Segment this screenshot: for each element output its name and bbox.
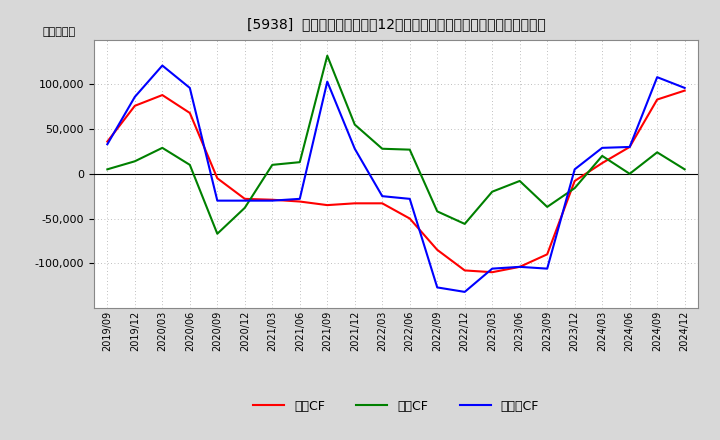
投資CF [653, 150, 662, 155]
投資CF [323, 53, 332, 59]
フリーCF [405, 196, 414, 202]
投資CF [570, 186, 579, 191]
営業CF [351, 201, 359, 206]
フリーCF [351, 146, 359, 151]
投資CF [103, 167, 112, 172]
投資CF [158, 145, 166, 150]
フリーCF [598, 145, 606, 150]
投資CF [240, 205, 249, 210]
投資CF [405, 147, 414, 152]
フリーCF [240, 198, 249, 203]
投資CF [213, 231, 222, 236]
投資CF [543, 204, 552, 209]
フリーCF [103, 142, 112, 147]
フリーCF [653, 74, 662, 80]
営業CF [626, 144, 634, 150]
営業CF [543, 252, 552, 257]
フリーCF [323, 79, 332, 84]
営業CF [570, 178, 579, 183]
営業CF [598, 161, 606, 166]
投資CF [433, 209, 441, 214]
営業CF [323, 202, 332, 208]
営業CF [488, 270, 497, 275]
投資CF [460, 221, 469, 227]
フリーCF [460, 289, 469, 294]
フリーCF [543, 266, 552, 271]
Legend: 営業CF, 投資CF, フリーCF: 営業CF, 投資CF, フリーCF [248, 395, 544, 418]
フリーCF [488, 266, 497, 271]
フリーCF [186, 85, 194, 91]
営業CF [240, 196, 249, 202]
フリーCF [378, 194, 387, 199]
フリーCF [626, 144, 634, 150]
投資CF [626, 171, 634, 176]
Line: 営業CF: 営業CF [107, 91, 685, 272]
投資CF [351, 122, 359, 127]
営業CF [186, 110, 194, 116]
営業CF [268, 197, 276, 202]
フリーCF [516, 264, 524, 269]
Line: フリーCF: フリーCF [107, 66, 685, 292]
営業CF [516, 264, 524, 269]
Text: （百万円）: （百万円） [42, 27, 76, 37]
営業CF [158, 92, 166, 98]
フリーCF [213, 198, 222, 203]
営業CF [405, 216, 414, 221]
投資CF [186, 162, 194, 168]
投資CF [295, 160, 304, 165]
投資CF [130, 159, 139, 164]
Title: [5938]  キャッシュフローの12か月移動合計の対前年同期増減額の推移: [5938] キャッシュフローの12か月移動合計の対前年同期増減額の推移 [247, 18, 545, 32]
営業CF [295, 199, 304, 204]
営業CF [130, 103, 139, 108]
フリーCF [158, 63, 166, 68]
営業CF [103, 139, 112, 144]
フリーCF [680, 85, 689, 91]
フリーCF [570, 167, 579, 172]
投資CF [598, 153, 606, 158]
営業CF [213, 176, 222, 181]
投資CF [516, 178, 524, 183]
営業CF [378, 201, 387, 206]
投資CF [378, 146, 387, 151]
営業CF [460, 268, 469, 273]
営業CF [680, 88, 689, 93]
フリーCF [130, 94, 139, 99]
投資CF [680, 167, 689, 172]
営業CF [433, 247, 441, 253]
投資CF [488, 189, 497, 194]
フリーCF [268, 198, 276, 203]
投資CF [268, 162, 276, 168]
フリーCF [295, 196, 304, 202]
営業CF [653, 97, 662, 102]
フリーCF [433, 285, 441, 290]
Line: 投資CF: 投資CF [107, 56, 685, 234]
